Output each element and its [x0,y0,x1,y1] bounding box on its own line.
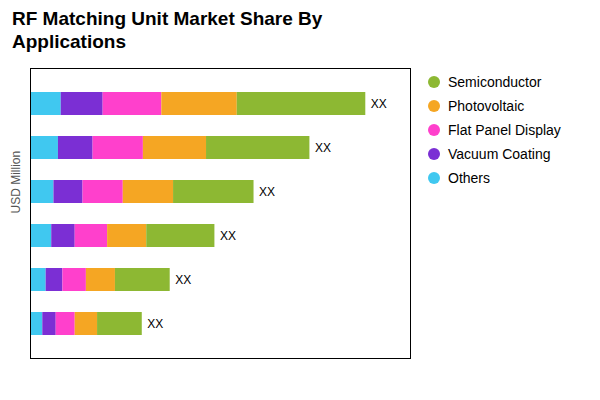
html-text:Flat Panel Display: Flat Panel Display [448,121,561,138]
svg-text:XX: XX [315,140,331,154]
html-text:Others: Others [448,169,490,186]
html-text:Photovoltaic: Photovoltaic [448,97,525,114]
svg-text:USD Million: USD Million [9,150,23,213]
svg-text:XX: XX [175,272,191,286]
svg-text:XX: XX [371,96,387,110]
html-text:Vacuum Coating: Vacuum Coating [448,145,551,162]
svg-text:XX: XX [259,184,275,198]
svg-text:XX: XX [147,316,163,330]
html-text:Semiconductor: Semiconductor [448,73,542,90]
svg-text:XX: XX [220,228,236,242]
html-text:RF Matching Unit Market Share: RF Matching Unit Market Share By Applica… [12,8,323,52]
